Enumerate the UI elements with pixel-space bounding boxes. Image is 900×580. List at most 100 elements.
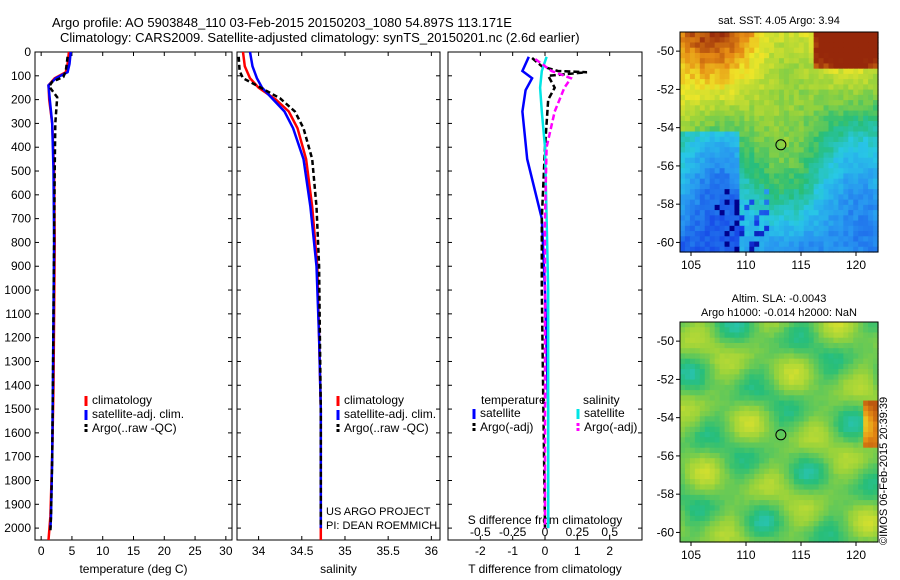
sst_map-cell (823, 210, 830, 216)
sla_map-cell (680, 452, 686, 459)
sst_map-cell (744, 220, 750, 227)
sla_map-cell (684, 390, 691, 396)
sla_map-cell (808, 473, 815, 480)
sla_map-cell (873, 510, 879, 517)
sla_map-cell (813, 521, 820, 527)
sst_map-cell (798, 220, 805, 227)
sla_map-cell (793, 463, 800, 470)
sst_map-cell (858, 84, 864, 91)
sst_map-cell (709, 183, 716, 190)
sla_map-cell (709, 531, 716, 538)
sla_map-cell (868, 463, 874, 470)
sla_map-cell (709, 426, 716, 433)
sla_map-cell (808, 363, 815, 370)
sst_map-cell (798, 173, 805, 180)
sst_map-cell (754, 241, 760, 248)
sla_map-cell (828, 521, 835, 527)
sla_map-cell (798, 447, 805, 454)
sla_map-cell (680, 473, 686, 480)
sla_map-cell (788, 458, 795, 465)
sst_map-cell (769, 173, 775, 180)
sla_map-cell (699, 369, 706, 375)
sla_map-cell (858, 531, 864, 538)
sst_map-cell (848, 126, 854, 133)
sla_map-cell (680, 458, 686, 465)
sla_map-cell (803, 479, 810, 485)
sst_map-cell (823, 183, 830, 190)
sla_map-cell (744, 411, 750, 417)
sla_map-cell (779, 337, 785, 344)
sst_map-cell (823, 178, 830, 185)
sla_map-cell (798, 437, 805, 444)
sla_map-cell (724, 531, 731, 538)
sla_map-cell (724, 500, 731, 506)
sla_map-cell (689, 337, 696, 344)
sst_map-cell (689, 162, 696, 169)
sst_map-cell (818, 89, 825, 96)
sst_map-cell (803, 173, 810, 180)
sst_map-cell (749, 215, 755, 222)
temperature-xtick-label: 20 (158, 544, 172, 558)
sla_map-cell (783, 458, 790, 465)
sla_map-cell (749, 332, 755, 339)
sla_map-cell (754, 411, 760, 417)
sst_map-cell (798, 52, 805, 59)
sla_map-cell (724, 411, 731, 417)
sla_map-cell (779, 536, 785, 543)
sla_map-cell (843, 432, 849, 438)
sst_map-cell (833, 162, 839, 169)
sla_map-cell (774, 405, 780, 412)
sst_map-cell (754, 105, 760, 112)
sla_map-cell (739, 395, 745, 402)
sst_map-cell (694, 84, 701, 91)
sla_map-cell (694, 374, 701, 381)
sst_map-cell (858, 194, 864, 201)
sst_map-cell (808, 68, 815, 75)
sla_map-cell (818, 395, 825, 402)
sst_map-cell (873, 210, 879, 216)
sst_map-cell (719, 157, 726, 164)
sla_map-cell (680, 526, 686, 533)
sst_map-cell (759, 178, 765, 185)
sla_map-cell (818, 421, 825, 428)
sla_map-cell (848, 363, 854, 370)
sst_map-cell (868, 73, 874, 80)
sla_map-cell (709, 447, 716, 454)
sst_map-cell (848, 89, 854, 96)
sst_map-cell (813, 204, 820, 211)
sla_map-cell (774, 442, 780, 449)
sla_map-cell (838, 479, 844, 485)
sla_map-cell (793, 384, 800, 391)
sla_map-cell (739, 458, 745, 465)
sla_map-cell (798, 369, 805, 375)
sst_map-cell (858, 136, 864, 143)
sla_map-cell (774, 473, 780, 480)
sst_map-cell (749, 37, 755, 44)
sla_map-cell (744, 500, 750, 506)
sst_map-cell (724, 110, 731, 117)
sla_map-cell (848, 337, 854, 344)
sst_map-cell (764, 126, 770, 133)
sla_map-cell (680, 437, 686, 444)
sla_map-cell (744, 510, 750, 517)
sst_map-cell (858, 110, 864, 117)
sst_map-cell (788, 199, 795, 206)
sst_map-cell (818, 58, 825, 65)
sst_map-cell (779, 225, 785, 232)
sla_map-cell (689, 452, 696, 459)
sla_map-cell (774, 536, 780, 543)
sla_map-cell (808, 468, 815, 475)
sst_map-cell (689, 189, 696, 195)
sst_map-cell (863, 142, 869, 148)
sla_map-cell (699, 473, 706, 480)
sla_map-cell (868, 494, 874, 501)
sst_map-cell (843, 115, 849, 122)
sst_map-cell (788, 147, 795, 154)
sla_map-cell (704, 526, 711, 533)
sst_map-cell (754, 84, 760, 91)
sst_map-cell (694, 32, 701, 38)
sst_map-cell (754, 32, 760, 38)
temperature-ytick-label: 600 (11, 188, 31, 202)
sst_map-cell (680, 100, 686, 106)
sst_map-cell (744, 84, 750, 91)
